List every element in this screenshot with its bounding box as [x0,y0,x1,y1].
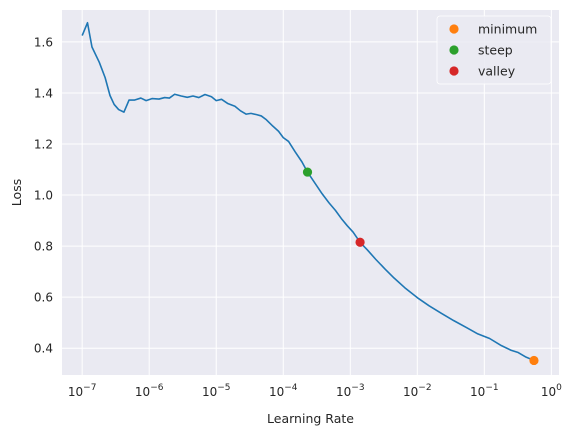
x-tick-base: 10 [269,385,284,399]
x-tick-label: 10−6 [135,383,164,399]
legend-label-valley: valley [478,64,516,79]
x-tick-exponent: −7 [83,383,96,393]
y-tick-label: 1.0 [34,189,53,203]
x-tick-label: 10−7 [68,383,97,399]
x-tick-exponent: −2 [418,383,431,393]
loss-curve [81,21,535,362]
y-tick-label: 1.6 [34,35,53,49]
x-tick-exponent: −3 [351,383,364,393]
y-tick-label: 0.6 [34,291,53,305]
x-tick-exponent: −6 [150,383,164,393]
steep-marker [302,167,313,177]
legend: minimum steep valley [436,15,552,85]
y-axis-label: Loss [9,179,24,206]
x-tick-base: 10 [135,385,150,399]
y-tick-label: 0.8 [34,240,53,254]
x-tick-base: 10 [541,385,556,399]
x-tick-label: 10−2 [403,383,432,399]
x-tick-exponent: 0 [556,383,562,393]
x-tick-base: 10 [202,385,217,399]
y-tick-label: 1.2 [34,138,53,152]
legend-box [436,15,552,85]
legend-swatch-minimum [449,24,459,34]
x-tick-exponent: −1 [485,383,498,393]
x-tick-label: 10−5 [202,383,231,399]
series-group [81,21,535,362]
x-axis-label: Learning Rate [267,411,354,426]
x-tick-base: 10 [403,385,418,399]
x-tick-exponent: −4 [284,383,298,393]
minimum-marker [529,355,539,366]
legend-label-steep: steep [478,43,513,58]
x-tick-base: 10 [336,385,351,399]
legend-label-minimum: minimum [478,22,537,37]
x-tick-label: 100 [541,383,562,399]
x-tick-base: 10 [68,385,83,399]
x-tick-labels: 10−7 10−6 10−5 10−4 10−3 10−2 10−1 100 [68,383,562,399]
x-tick-exponent: −5 [217,383,230,393]
legend-swatch-valley [449,66,459,76]
x-tick-label: 10−4 [269,383,298,399]
legend-swatch-steep [449,45,459,55]
x-tick-label: 10−1 [470,383,499,399]
y-tick-label: 1.4 [34,86,53,100]
x-tick-label: 10−3 [336,383,365,399]
x-tick-base: 10 [470,385,485,399]
y-tick-label: 0.4 [34,342,53,356]
marker-group [302,167,539,366]
y-tick-labels: 0.4 0.6 0.8 1.0 1.2 1.4 1.6 [34,35,53,355]
valley-marker [355,237,365,247]
